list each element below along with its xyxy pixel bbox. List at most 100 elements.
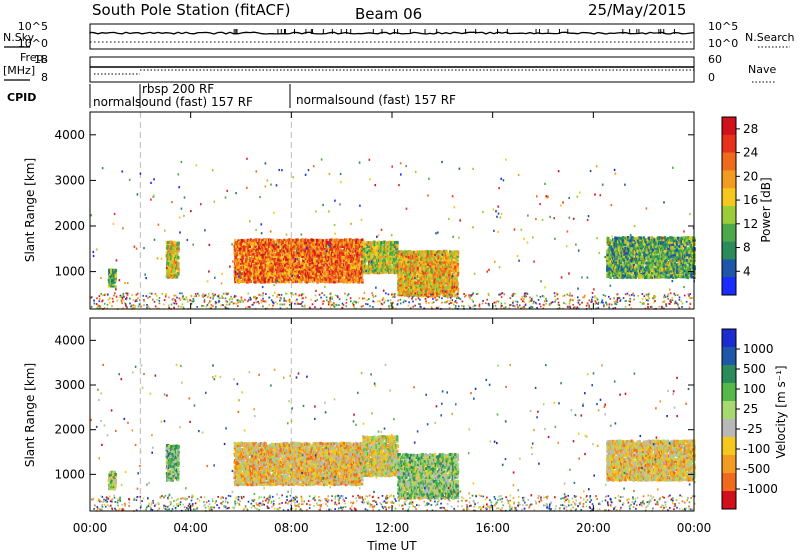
echo-cell [336,259,340,263]
sparse-echo [368,260,370,264]
echo-cell [435,265,439,269]
echo-cell [111,274,114,278]
echo-cell [369,245,373,249]
echo-cell [434,271,438,275]
echo-cell [276,272,279,276]
echo-cell [439,291,442,295]
echo-cell [396,263,399,267]
echo-cell [167,257,170,261]
sparse-echo [568,196,570,200]
echo-cell [287,255,290,259]
echo-cell [324,246,327,250]
echo-cell [623,252,626,256]
echo-cell [385,267,389,271]
echo-cell [265,275,269,279]
beam-label: Beam 06 [355,5,422,23]
sparse-echo [683,230,685,233]
echo-cell [236,253,239,257]
echo-cell [333,246,336,250]
echo-cell [341,271,344,275]
echo-cell [618,273,622,277]
echo-cell [340,254,343,258]
echo-cell [355,278,358,282]
echo-cell [283,238,286,242]
sparse-echo [377,234,380,237]
echo-cell [266,239,270,243]
echo-cell [242,251,246,255]
echo-cell [685,265,688,269]
echo-cell [635,254,639,258]
echo-cell [322,263,326,267]
echo-cell [610,242,614,246]
echo-cell [363,262,366,266]
echo-cell [621,267,624,271]
echo-cell [456,289,460,293]
echo-cell [251,269,254,273]
echo-cell [636,274,639,277]
echo-cell [630,244,633,248]
echo-cell [301,263,304,267]
echo-cell [359,272,363,276]
echo-cell [395,251,399,255]
echo-cell [453,268,456,272]
echo-cell [624,246,627,250]
echo-cell [643,255,647,259]
sparse-echo [150,181,152,184]
echo-cell [447,252,450,256]
echo-cell [168,247,171,251]
echo-cell [630,240,633,244]
echo-cell [687,269,690,273]
sparse-echo [135,247,138,250]
echo-cell [423,269,427,273]
echo-cell [114,274,117,278]
echo-cell [375,270,378,274]
echo-cell [657,256,660,260]
echo-cell [425,292,429,296]
echo-cell [626,242,629,246]
echo-cell [647,261,650,265]
echo-cell [290,265,293,269]
echo-cell [359,239,362,243]
echo-cell [319,259,323,263]
sparse-echo [153,194,155,197]
echo-cell [456,250,460,254]
echo-cell [664,238,667,242]
echo-cell [322,255,325,259]
echo-cell [671,247,674,251]
echo-cell [430,282,433,285]
echo-cell [177,265,180,269]
echo-cell [407,277,410,281]
sparse-echo [260,223,263,226]
echo-cell [686,247,689,250]
echo-cell [392,266,395,270]
echo-cell [397,293,400,297]
echo-cell [638,261,641,265]
echo-cell [426,258,430,262]
sparse-echo [526,241,529,244]
echo-cell [165,246,169,250]
echo-cell [256,259,259,263]
echo-cell [337,238,340,242]
echo-cell [264,266,268,270]
echo-cell [448,256,451,260]
echo-cell [244,278,247,282]
echo-cell [333,272,336,275]
echo-cell [245,268,248,272]
echo-cell [342,257,345,261]
echo-cell [658,250,662,254]
sparse-echo [295,258,297,261]
echo-cell [286,249,289,253]
echo-cell [675,249,679,252]
echo-cell [357,239,360,243]
echo-cell [363,242,366,246]
echo-cell [693,258,696,262]
echo-cell [112,282,115,286]
echo-cell [636,250,640,254]
echo-cell [417,293,420,297]
echo-cell [451,281,455,284]
echo-cell [421,257,424,260]
echo-cell [266,265,269,269]
echo-cell [311,244,314,248]
echo-cell [445,253,448,257]
echo-cell [685,273,688,277]
